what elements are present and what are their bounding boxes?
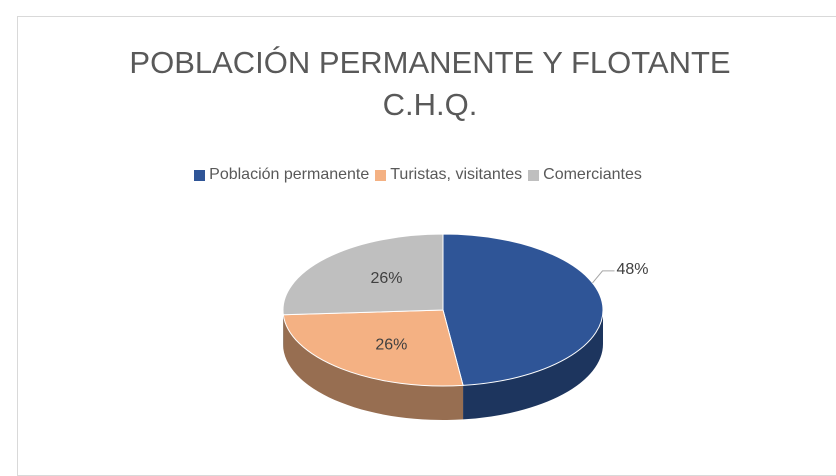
data-label: 48%: [616, 261, 648, 278]
data-label: 26%: [375, 336, 407, 353]
leader-line: [592, 271, 614, 283]
chart: 48% 26% 26%: [0, 0, 836, 459]
pie-slice: [283, 234, 443, 315]
data-label: 26%: [370, 270, 402, 287]
page: POBLACIÓN PERMANENTE Y FLOTANTE C.H.Q. P…: [0, 0, 836, 459]
